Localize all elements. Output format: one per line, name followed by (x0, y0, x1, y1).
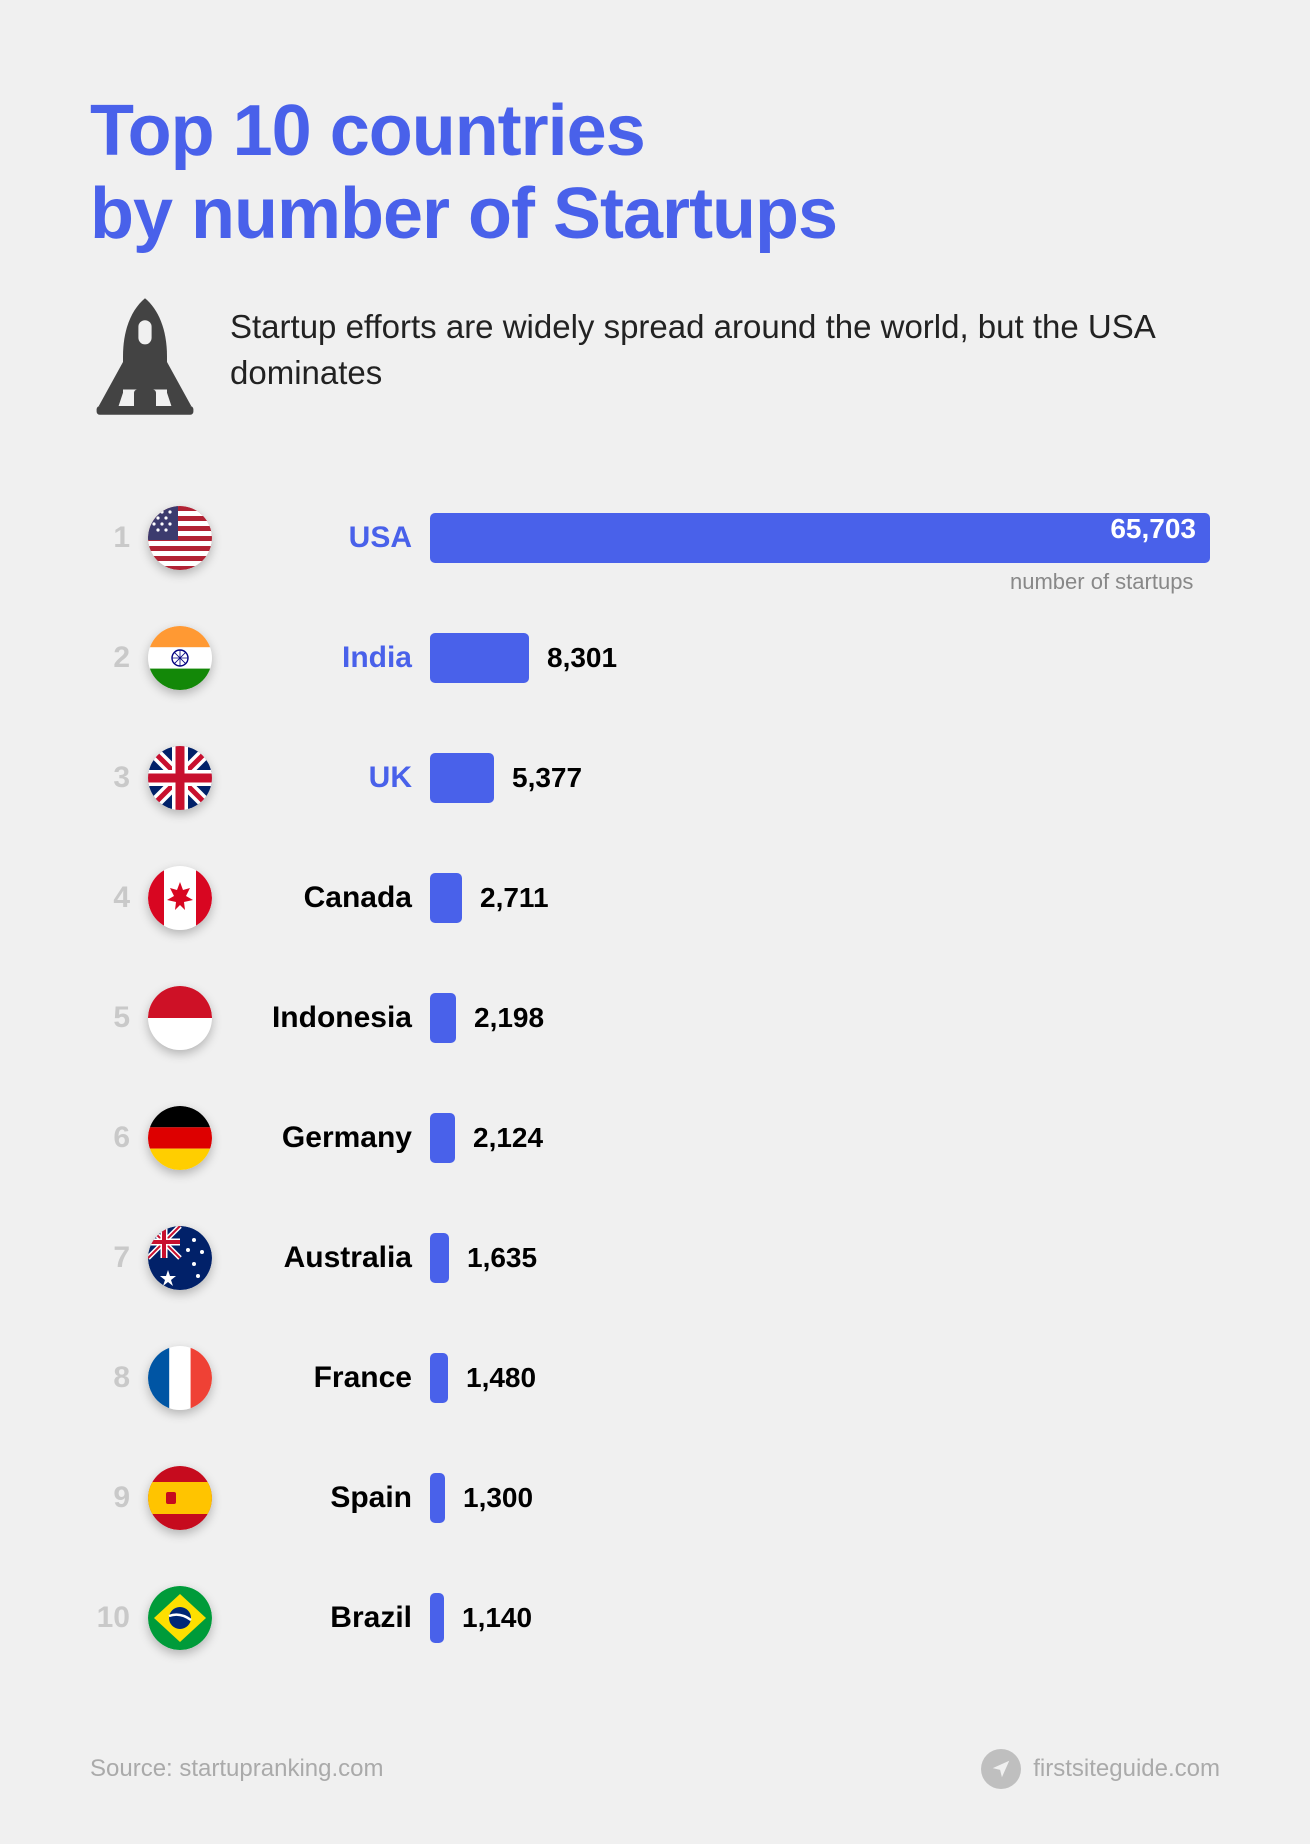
chart-row: 9 Spain 1,300 (90, 1456, 1220, 1540)
chart-row: 8 France 1,480 (90, 1336, 1220, 1420)
axis-caption: number of startups (1010, 569, 1193, 595)
flag-icon (148, 1466, 212, 1530)
flag-icon (148, 506, 212, 570)
title-line-1: Top 10 countries (90, 91, 645, 171)
bar-container: 8,301 (430, 633, 1220, 683)
bar-container: 1,635 (430, 1233, 1220, 1283)
country-label: Canada (232, 881, 412, 915)
paper-plane-icon (981, 1749, 1021, 1789)
country-label: Germany (232, 1121, 412, 1155)
value-label: 2,124 (473, 1122, 543, 1154)
source-label: Source: startupranking.com (90, 1755, 383, 1783)
rank-number: 5 (90, 1001, 130, 1035)
rank-number: 4 (90, 881, 130, 915)
rank-number: 2 (90, 641, 130, 675)
flag-icon (148, 1346, 212, 1410)
chart-row: 2 India 8,301 (90, 616, 1220, 700)
bar (430, 1593, 444, 1643)
flag-icon (148, 1586, 212, 1650)
bar-chart: 1USA65,703number of startups2India8,3013… (90, 496, 1220, 1660)
rank-number: 9 (90, 1481, 130, 1515)
bar (430, 1233, 449, 1283)
bar (430, 633, 529, 683)
flag-icon (148, 1226, 212, 1290)
bar-container: 1,480 (430, 1353, 1220, 1403)
page-title: Top 10 countries by number of Startups (90, 90, 1220, 256)
bar-container: 2,711 (430, 873, 1220, 923)
chart-row: 10 Brazil 1,140 (90, 1576, 1220, 1660)
chart-row: 1 USA 65,703number of startups (90, 496, 1220, 580)
flag-icon (148, 626, 212, 690)
country-label: Indonesia (232, 1001, 412, 1035)
bar (430, 873, 462, 923)
bar-container: 1,300 (430, 1473, 1220, 1523)
brand-label: firstsiteguide.com (1033, 1755, 1220, 1783)
bar (430, 1113, 455, 1163)
bar (430, 1473, 445, 1523)
value-label: 65,703 (1110, 513, 1196, 545)
value-label: 1,635 (467, 1242, 537, 1274)
chart-row: 5 Indonesia 2,198 (90, 976, 1220, 1060)
bar (430, 993, 456, 1043)
country-label: Brazil (232, 1601, 412, 1635)
flag-icon (148, 1106, 212, 1170)
subtitle-row: Startup efforts are widely spread around… (90, 296, 1220, 426)
value-label: 1,480 (466, 1362, 536, 1394)
title-line-2: by number of Startups (90, 174, 837, 254)
value-label: 1,140 (462, 1602, 532, 1634)
bar-container: 65,703number of startups (430, 513, 1220, 563)
chart-row: 6 Germany 2,124 (90, 1096, 1220, 1180)
subtitle-text: Startup efforts are widely spread around… (230, 296, 1220, 396)
rank-number: 1 (90, 521, 130, 555)
chart-row: 3 UK 5,377 (90, 736, 1220, 820)
country-label: UK (232, 761, 412, 795)
bar: 65,703 (430, 513, 1210, 563)
chart-row: 7 Australia 1,635 (90, 1216, 1220, 1300)
flag-icon (148, 866, 212, 930)
bar-container: 5,377 (430, 753, 1220, 803)
rocket-icon (90, 296, 200, 426)
country-label: France (232, 1361, 412, 1395)
country-label: USA (232, 521, 412, 555)
value-label: 5,377 (512, 762, 582, 794)
bar (430, 1353, 448, 1403)
chart-row: 4 Canada 2,711 (90, 856, 1220, 940)
bar-container: 2,124 (430, 1113, 1220, 1163)
country-label: India (232, 641, 412, 675)
value-label: 2,198 (474, 1002, 544, 1034)
country-label: Australia (232, 1241, 412, 1275)
flag-icon (148, 986, 212, 1050)
value-label: 1,300 (463, 1482, 533, 1514)
rank-number: 7 (90, 1241, 130, 1275)
bar-container: 1,140 (430, 1593, 1220, 1643)
country-label: Spain (232, 1481, 412, 1515)
rank-number: 10 (90, 1601, 130, 1635)
brand: firstsiteguide.com (981, 1749, 1220, 1789)
rank-number: 8 (90, 1361, 130, 1395)
value-label: 8,301 (547, 642, 617, 674)
rank-number: 6 (90, 1121, 130, 1155)
bar (430, 753, 494, 803)
bar-container: 2,198 (430, 993, 1220, 1043)
rank-number: 3 (90, 761, 130, 795)
footer: Source: startupranking.com firstsiteguid… (90, 1749, 1220, 1789)
flag-icon (148, 746, 212, 810)
value-label: 2,711 (480, 882, 549, 914)
